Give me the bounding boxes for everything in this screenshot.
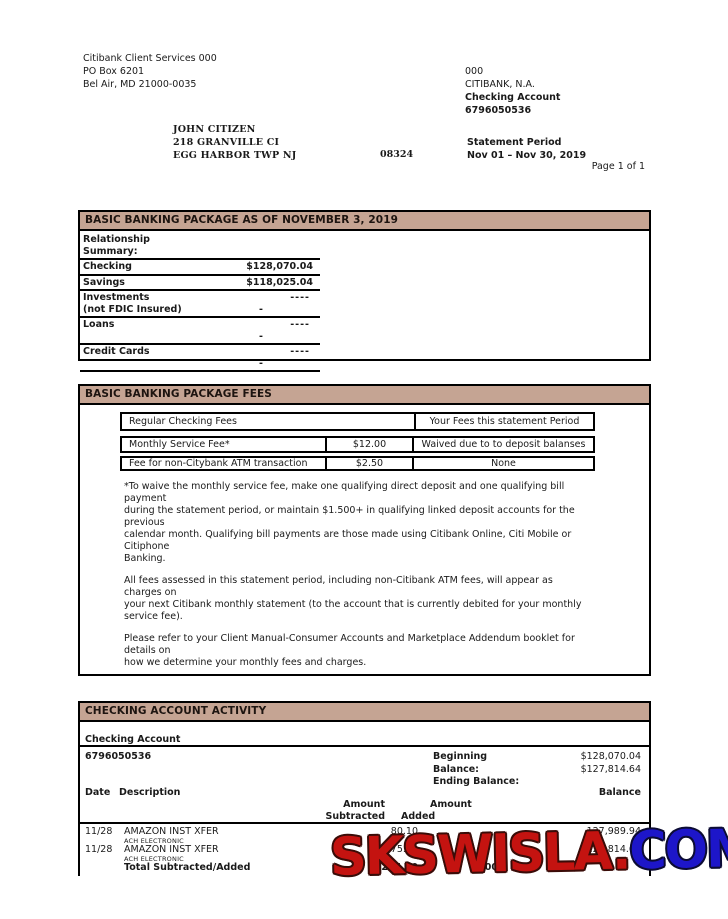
summary-sublabel: (not FDIC Insured) bbox=[83, 303, 182, 315]
recipient-address-block: JOHN CITIZEN 218 GRANVILLE CI EGG HARBOR… bbox=[173, 123, 296, 162]
bank-code: 000 bbox=[465, 66, 484, 77]
summary-label: Savings bbox=[83, 276, 125, 288]
summary-value: ---- bbox=[290, 292, 310, 303]
fees-row-monthly: Monthly Service Fee* $12.00 Waived due t… bbox=[120, 436, 595, 453]
bank-info-block: 000 CITIBANK, N.A. Checking Account 6796… bbox=[465, 65, 560, 117]
recipient-name: JOHN CITIZEN bbox=[173, 124, 256, 135]
summary-label: Credit Cards bbox=[83, 346, 150, 357]
activity-section: CHECKING ACCOUNT ACTIVITY Checking Accou… bbox=[78, 701, 651, 876]
fee-your-fee: None bbox=[491, 458, 516, 469]
txn-date: 11/28 bbox=[85, 826, 113, 837]
fee-description: Monthly Service Fee* bbox=[122, 438, 327, 451]
fee-description: Fee for non-Citybank ATM transaction bbox=[122, 458, 327, 469]
summary-row-checking: Checking $128,070.04 bbox=[80, 260, 320, 276]
activity-title-bar: CHECKING ACCOUNT ACTIVITY bbox=[80, 703, 649, 722]
total-label: Total Subtracted/Added bbox=[124, 862, 251, 873]
txn-sub-description: ACH ELECTRONIC bbox=[124, 837, 184, 845]
txn-balance: 127,814.64 bbox=[586, 844, 641, 855]
sender-line: Bel Air, MD 21000-0035 bbox=[83, 79, 197, 90]
summary-row-savings: Savings $118,025.04 bbox=[80, 276, 320, 291]
relationship-summary-header: Relationship Summary: bbox=[80, 233, 320, 260]
fee-your-fee: Waived due to to deposit balanses bbox=[421, 439, 586, 450]
total-subtracted: 255.40 bbox=[381, 862, 418, 873]
summary-label: Checking bbox=[83, 261, 132, 272]
col-header-description: Description bbox=[119, 787, 181, 798]
total-added: 0.00 bbox=[474, 862, 498, 873]
fees-note-paragraph: Please refer to your Client Manual-Consu… bbox=[124, 633, 575, 668]
fees-note-paragraph: All fees assessed in this statement peri… bbox=[124, 575, 582, 622]
summary-row-loans: Loans ---- - bbox=[80, 318, 320, 345]
statement-period-value: Nov 01 – Nov 30, 2019 bbox=[467, 150, 587, 161]
package-summary-section: BASIC BANKING PACKAGE AS OF NOVEMBER 3, … bbox=[78, 210, 651, 372]
txn-sub-description: ACH ELECTRONIC bbox=[124, 855, 184, 863]
statement-period-block: Statement Period Nov 01 – Nov 30, 2019 bbox=[467, 136, 586, 162]
txn-date: 11/28 bbox=[85, 844, 113, 855]
fees-notes: *To waive the monthly service fee, make … bbox=[124, 481, 644, 679]
summary-subvalue: - bbox=[259, 357, 263, 369]
statement-period-label: Statement Period bbox=[467, 137, 562, 148]
beginning-balance-value: $128,070.04 bbox=[580, 751, 641, 762]
balance-values: $128,070.04 $127,814.64 bbox=[551, 751, 641, 776]
fees-row-atm: Fee for non-Citybank ATM transaction $2.… bbox=[120, 456, 595, 471]
recipient-city: EGG HARBOR TWP NJ bbox=[173, 150, 297, 161]
txn-description: AMAZON INST XFER bbox=[124, 826, 219, 837]
fee-amount: $12.00 bbox=[327, 438, 414, 451]
col-header-amount-subtracted-2: Subtracted bbox=[325, 811, 385, 822]
summary-subvalue: - bbox=[259, 303, 263, 315]
col-header-amount-added-1: Amount bbox=[430, 799, 472, 810]
divider bbox=[80, 745, 649, 747]
txn-balance: 127,989.94 bbox=[586, 826, 641, 837]
account-number: 6796050536 bbox=[465, 105, 532, 116]
fees-note-paragraph: *To waive the monthly service fee, make … bbox=[124, 481, 575, 564]
divider bbox=[80, 822, 649, 824]
fees-header-right: Your Fees this statement Period bbox=[414, 414, 593, 429]
fees-header-left: Regular Checking Fees bbox=[129, 416, 237, 427]
sender-line: PO Box 6201 bbox=[83, 66, 145, 77]
fees-header-row: Regular Checking Fees Your Fees this sta… bbox=[120, 412, 595, 431]
txn-amount-subtracted: 80.10 bbox=[390, 826, 418, 837]
summary-value: $118,025.04 bbox=[246, 276, 313, 288]
page-indicator: Page 1 of 1 bbox=[591, 161, 645, 172]
fee-amount: $2.50 bbox=[327, 458, 414, 469]
fees-table: Regular Checking Fees Your Fees this sta… bbox=[120, 412, 595, 471]
col-header-balance: Balance bbox=[598, 787, 641, 798]
summary-row-investments: Investments ---- (not FDIC Insured) - bbox=[80, 291, 320, 318]
bank-name: CITIBANK, N.A. bbox=[465, 79, 535, 90]
sender-line: Citibank Client Services 000 bbox=[83, 53, 217, 64]
balance-labels: Beginning Balance: Ending Balance: bbox=[433, 751, 520, 787]
summary-label: Investments bbox=[83, 292, 150, 303]
activity-account-number: 6796050536 bbox=[85, 751, 152, 762]
summary-value: $128,070.04 bbox=[246, 261, 313, 272]
package-fees-title-bar: BASIC BANKING PACKAGE FEES bbox=[80, 386, 649, 405]
col-header-amount-subtracted-1: Amount bbox=[343, 799, 385, 810]
account-type-label: Checking Account bbox=[465, 92, 561, 103]
summary-label: Loans bbox=[83, 319, 115, 330]
col-header-amount-added-2: Added bbox=[401, 811, 436, 822]
activity-account-label: Checking Account bbox=[85, 734, 181, 745]
sender-address-block: Citibank Client Services 000 PO Box 6201… bbox=[83, 52, 217, 91]
package-summary-title-bar: BASIC BANKING PACKAGE AS OF NOVEMBER 3, … bbox=[80, 212, 649, 231]
ending-balance-value: $127,814.64 bbox=[580, 763, 641, 775]
summary-row-credit-cards: Credit Cards ---- - bbox=[80, 345, 320, 372]
summary-value: ---- bbox=[290, 319, 310, 330]
txn-amount-subtracted: 175.30 bbox=[384, 844, 418, 855]
recipient-zip: 08324 bbox=[380, 149, 414, 160]
summary-value: ---- bbox=[290, 346, 310, 357]
package-fees-section: BASIC BANKING PACKAGE FEES Regular Check… bbox=[78, 384, 651, 676]
recipient-street: 218 GRANVILLE CI bbox=[173, 137, 280, 148]
summary-subvalue: - bbox=[259, 330, 263, 342]
col-header-date: Date bbox=[85, 787, 111, 798]
txn-description: AMAZON INST XFER bbox=[124, 844, 219, 855]
relationship-summary-table: Relationship Summary: Checking $128,070.… bbox=[80, 233, 320, 372]
